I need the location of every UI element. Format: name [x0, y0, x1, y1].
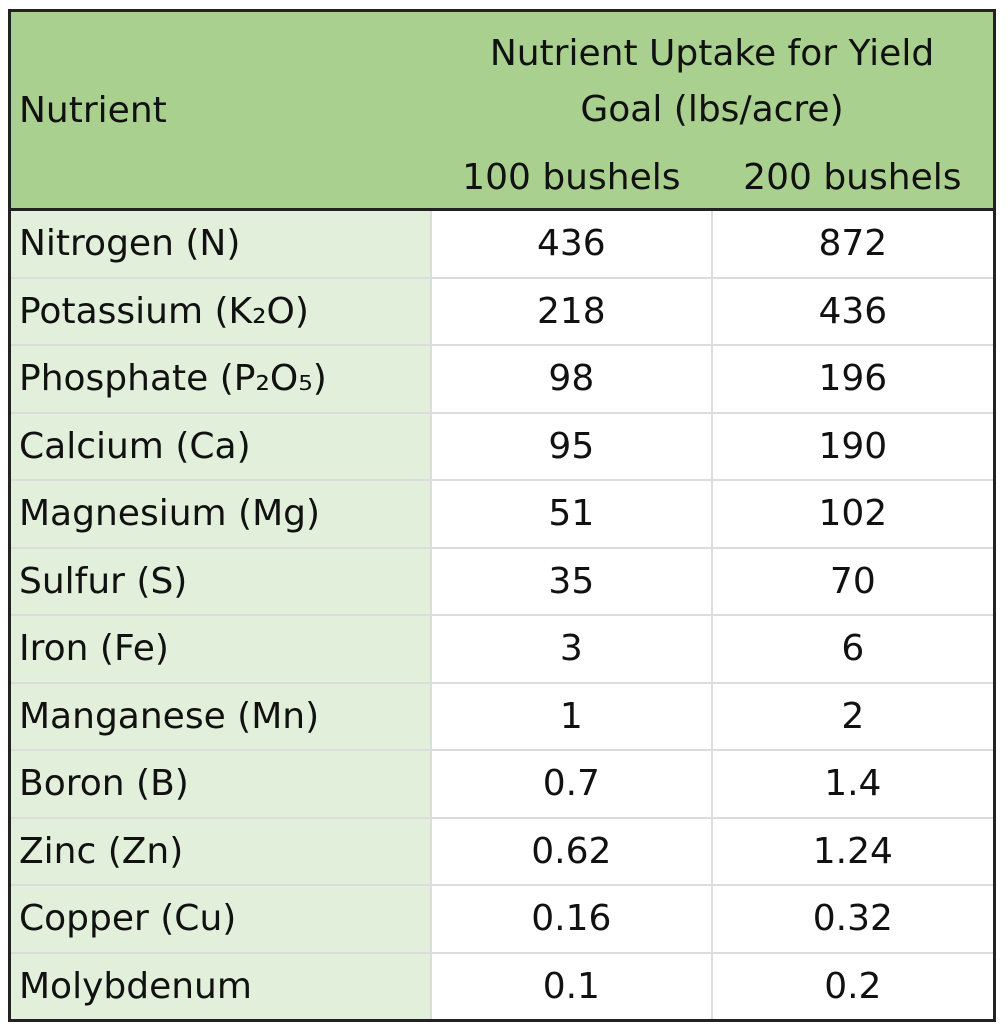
table-row: Nitrogen (N) 436 872	[9, 208, 995, 279]
nutrient-name: Sulfur (S)	[9, 546, 432, 616]
nutrient-name: Potassium (K₂O)	[9, 276, 432, 346]
nutrient-name: Zinc (Zn)	[9, 816, 432, 886]
uptake-value: 0.2	[710, 951, 995, 1021]
uptake-value: 218	[430, 276, 713, 346]
table-row: Potassium (K₂O) 218 436	[9, 276, 995, 346]
nutrient-name: Magnesium (Mg)	[9, 479, 432, 549]
table-row: Boron (B) 0.7 1.4	[9, 749, 995, 819]
header-row: 100 bushels 200 bushels	[10, 146, 995, 211]
uptake-value: 436	[430, 208, 713, 279]
table-row: Magnesium (Mg) 51 102	[9, 479, 995, 549]
uptake-value: 190	[710, 411, 995, 481]
uptake-value: 0.7	[430, 749, 713, 819]
uptake-value: 3	[430, 614, 713, 684]
uptake-value: 35	[430, 546, 713, 616]
uptake-value: 872	[710, 208, 995, 279]
nutrient-name: Manganese (Mn)	[9, 681, 432, 751]
table-row: Iron (Fe) 3 6	[9, 614, 995, 684]
uptake-value: 98	[430, 344, 713, 414]
uptake-value: 436	[710, 276, 995, 346]
uptake-value: 1.4	[710, 749, 995, 819]
uptake-value: 1.24	[710, 816, 995, 886]
table-row: Molybdenum 0.1 0.2	[9, 951, 995, 1021]
nutrient-name: Copper (Cu)	[9, 884, 432, 954]
table-row: Sulfur (S) 35 70	[9, 546, 995, 616]
header-cell: 100 bushels	[431, 146, 712, 211]
table-body: Nitrogen (N) 436 872 Potassium (K₂O) 218 436 P…	[9, 208, 995, 1021]
uptake-value: 1	[430, 681, 713, 751]
header-cell: 200 bushels	[711, 146, 995, 211]
nutrient-name: Molybdenum	[9, 951, 432, 1021]
header-cell: Nutrient Uptake for Yield Goal (lbs/acre…	[431, 10, 995, 146]
nutrient-table: Nutrient Nutrient Uptake for Yield Goal …	[8, 9, 996, 1022]
table-row: Manganese (Mn) 1 2	[9, 681, 995, 751]
uptake-value: 196	[710, 344, 995, 414]
uptake-value: 0.16	[430, 884, 713, 954]
uptake-value: 6	[710, 614, 995, 684]
uptake-value: 51	[430, 479, 713, 549]
table-row: Phosphate (P₂O₅) 98 196	[9, 344, 995, 414]
header-cell: Nutrient	[9, 10, 431, 211]
header-row: Nutrient Nutrient Uptake for Yield Goal …	[9, 10, 995, 211]
nutrient-name: Iron (Fe)	[9, 614, 432, 684]
nutrient-name: Phosphate (P₂O₅)	[9, 344, 432, 414]
uptake-value: 2	[710, 681, 995, 751]
uptake-value: 95	[430, 411, 713, 481]
uptake-value: 0.1	[430, 951, 713, 1021]
table-row: Zinc (Zn) 0.62 1.24	[9, 816, 995, 886]
uptake-value: 0.32	[710, 884, 995, 954]
table-header: Nutrient Nutrient Uptake for Yield Goal …	[9, 10, 995, 211]
uptake-value: 0.62	[430, 816, 713, 886]
uptake-value: 70	[710, 546, 995, 616]
table-row: Copper (Cu) 0.16 0.32	[9, 884, 995, 954]
nutrient-name: Nitrogen (N)	[9, 208, 432, 279]
uptake-value: 102	[710, 479, 995, 549]
nutrient-name: Calcium (Ca)	[9, 411, 432, 481]
table-row: Calcium (Ca) 95 190	[9, 411, 995, 481]
nutrient-name: Boron (B)	[9, 749, 432, 819]
